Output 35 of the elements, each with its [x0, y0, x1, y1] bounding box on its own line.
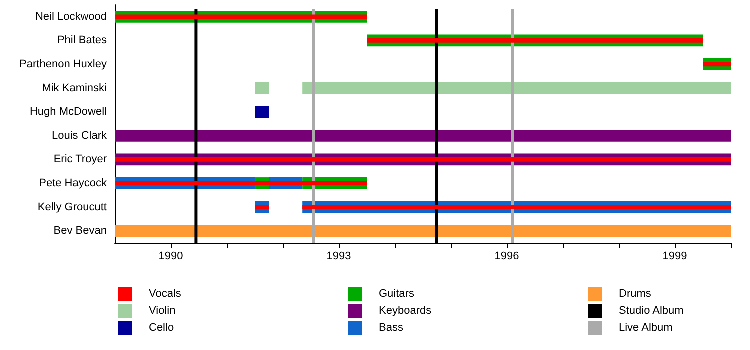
- legend-label: Bass: [379, 322, 404, 334]
- legend-label: Vocals: [149, 288, 182, 300]
- legend-label: Violin: [149, 305, 176, 317]
- bar: [115, 225, 731, 238]
- legend-label: Studio Album: [619, 305, 684, 317]
- y-tick-label: Phil Bates: [57, 34, 108, 47]
- x-tick-label: 1999: [662, 250, 688, 262]
- bar: [115, 130, 731, 142]
- x-tick-label: 1993: [326, 250, 352, 262]
- bar: [302, 205, 731, 210]
- legend-label: Live Album: [619, 322, 673, 334]
- bar: [302, 82, 731, 94]
- legend-label: Cello: [149, 322, 174, 334]
- y-tick-label: Neil Lockwood: [35, 10, 107, 23]
- bar: [367, 38, 703, 43]
- y-tick-label: Hugh McDowell: [30, 106, 107, 118]
- legend-label: Drums: [619, 288, 652, 300]
- bar: [255, 205, 269, 210]
- y-tick-label: Bev Bevan: [54, 225, 107, 238]
- legend-label: Guitars: [379, 288, 415, 300]
- legend-label: Keyboards: [379, 305, 432, 317]
- y-tick-label: Eric Troyer: [54, 154, 108, 166]
- y-tick-label: Parthenon Huxley: [20, 58, 108, 70]
- y-tick-label: Pete Haycock: [39, 178, 108, 190]
- bar: [255, 106, 269, 118]
- x-tick-label: 1996: [494, 250, 520, 262]
- bar: [703, 62, 731, 67]
- y-tick-label: Mik Kaminski: [42, 82, 107, 94]
- y-tick-label: Louis Clark: [52, 130, 108, 142]
- bar: [115, 14, 367, 20]
- bar: [255, 82, 269, 94]
- bar: [115, 158, 731, 162]
- x-tick-label: 1990: [158, 250, 184, 262]
- y-tick-label: Kelly Groucutt: [38, 201, 107, 214]
- bar: [115, 181, 367, 186]
